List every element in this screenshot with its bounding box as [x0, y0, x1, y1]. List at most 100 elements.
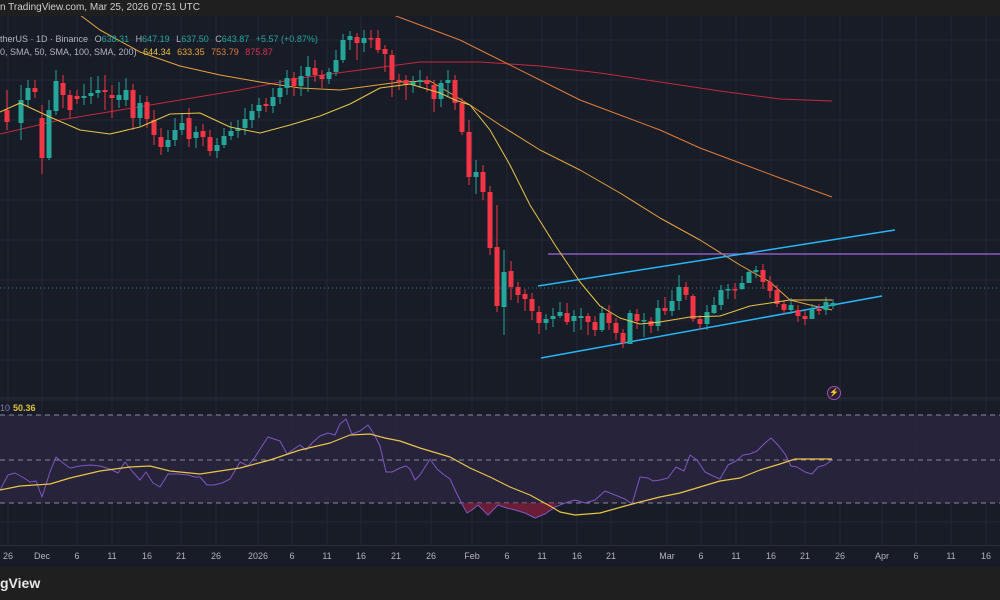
footer: gView: [0, 567, 1000, 600]
candle-body: [536, 312, 542, 323]
candle-body: [753, 270, 759, 272]
candle-body: [508, 271, 514, 287]
candle-body: [459, 103, 465, 132]
candle-body: [60, 83, 66, 95]
rsi-ma-line: [0, 433, 832, 516]
candle-body: [305, 67, 311, 76]
candle-body: [718, 290, 724, 305]
candle-body: [634, 314, 640, 321]
candle-body: [424, 80, 430, 84]
candle-body: [557, 312, 563, 316]
time-axis-label: 6: [698, 551, 704, 561]
candle-body: [109, 95, 115, 98]
candle-body: [382, 49, 388, 54]
candle-body: [550, 316, 556, 319]
candle-body: [802, 316, 808, 319]
snapshot-text: n TradingView.com, Mar 25, 2026 07:51 UT…: [0, 2, 200, 13]
chart-canvas[interactable]: [0, 16, 1000, 548]
candle-body: [543, 319, 549, 323]
candle-body: [46, 110, 52, 158]
candle-body: [788, 305, 794, 310]
candle-body: [193, 132, 199, 138]
candle-body: [830, 303, 836, 306]
candle-body: [431, 85, 437, 99]
candle-body: [340, 40, 346, 60]
candle-body: [368, 38, 374, 40]
candle-body: [291, 78, 297, 86]
candle-body: [396, 80, 402, 82]
candle-body: [74, 96, 80, 99]
rsi-value: 50.36: [13, 403, 36, 413]
candle-body: [620, 333, 626, 343]
candle-body: [578, 316, 584, 318]
candle-body: [326, 72, 332, 79]
candle-body: [676, 287, 682, 301]
candle-body: [683, 287, 689, 295]
candle-body: [4, 110, 10, 122]
oversold-fill: [462, 503, 558, 518]
candle-body: [200, 131, 206, 137]
candle-body: [669, 301, 675, 311]
time-axis-label: 2026: [247, 551, 269, 561]
candle-body: [795, 310, 801, 316]
sma100-line: [394, 16, 833, 198]
candle-body: [823, 302, 829, 310]
change-value: +5.57 (+0.87%): [255, 34, 318, 44]
candle-body: [515, 287, 521, 295]
time-axis-label: 21: [605, 551, 617, 561]
candle-body: [697, 319, 703, 324]
candle-body: [466, 132, 472, 177]
candle-body: [655, 308, 661, 326]
candle-body: [284, 78, 290, 88]
candle-body: [18, 100, 24, 123]
candle-body: [354, 37, 360, 43]
candle-body: [711, 305, 717, 313]
candle-body: [599, 313, 605, 330]
candle-body: [746, 272, 752, 283]
channel-upper-line: [537, 229, 896, 287]
candle-body: [298, 76, 304, 86]
candle-body: [242, 119, 248, 128]
sma50-value: 633.35: [177, 47, 205, 57]
candle-body: [235, 128, 241, 131]
candle-body: [774, 290, 780, 304]
time-axis-label: 6: [289, 551, 295, 561]
candle-body: [704, 312, 710, 324]
time-axis-label: 11: [537, 551, 547, 561]
candle-body: [67, 95, 73, 110]
time-axis-label: Dec: [33, 551, 51, 561]
candle-body: [319, 75, 325, 79]
time-axis-label: 21: [390, 551, 402, 561]
candle-body: [88, 93, 94, 96]
candle-body: [123, 90, 129, 100]
candle-body: [529, 299, 535, 311]
candle-body: [361, 38, 367, 43]
candle-body: [81, 96, 87, 98]
candle-body: [277, 88, 283, 97]
time-axis-label: 26: [2, 551, 14, 561]
candle-body: [39, 118, 45, 158]
candle-body: [130, 90, 136, 118]
candle-body: [606, 313, 612, 323]
time-axis-label: 11: [946, 551, 956, 561]
time-axis[interactable]: 26 Dec 6 11 16 21 26 2026 6 11 16 21 26 Feb 6 11 16 21 Mar…: [0, 545, 1000, 568]
candle-body: [438, 83, 444, 99]
candle-body: [760, 270, 766, 282]
time-axis-label: 6: [74, 551, 80, 561]
candle-body: [186, 118, 192, 139]
lightning-alert-icon[interactable]: ⚡: [827, 386, 841, 400]
candle-body: [256, 105, 262, 111]
candle-body: [116, 95, 122, 100]
candle-body: [410, 82, 416, 85]
candle-body: [144, 102, 150, 119]
time-axis-label: 26: [210, 551, 222, 561]
time-axis-label: 16: [355, 551, 367, 561]
candle-body: [585, 316, 591, 322]
candle-body: [137, 103, 143, 118]
candle-body: [214, 145, 220, 151]
chart-area[interactable]: therUS · 1D · Binance O638.31 H647.19 L6…: [0, 16, 1000, 548]
sma200-value: 875.87: [245, 47, 273, 57]
candle-body: [725, 289, 731, 291]
candle-body: [690, 296, 696, 319]
time-axis-label: 16: [141, 551, 153, 561]
